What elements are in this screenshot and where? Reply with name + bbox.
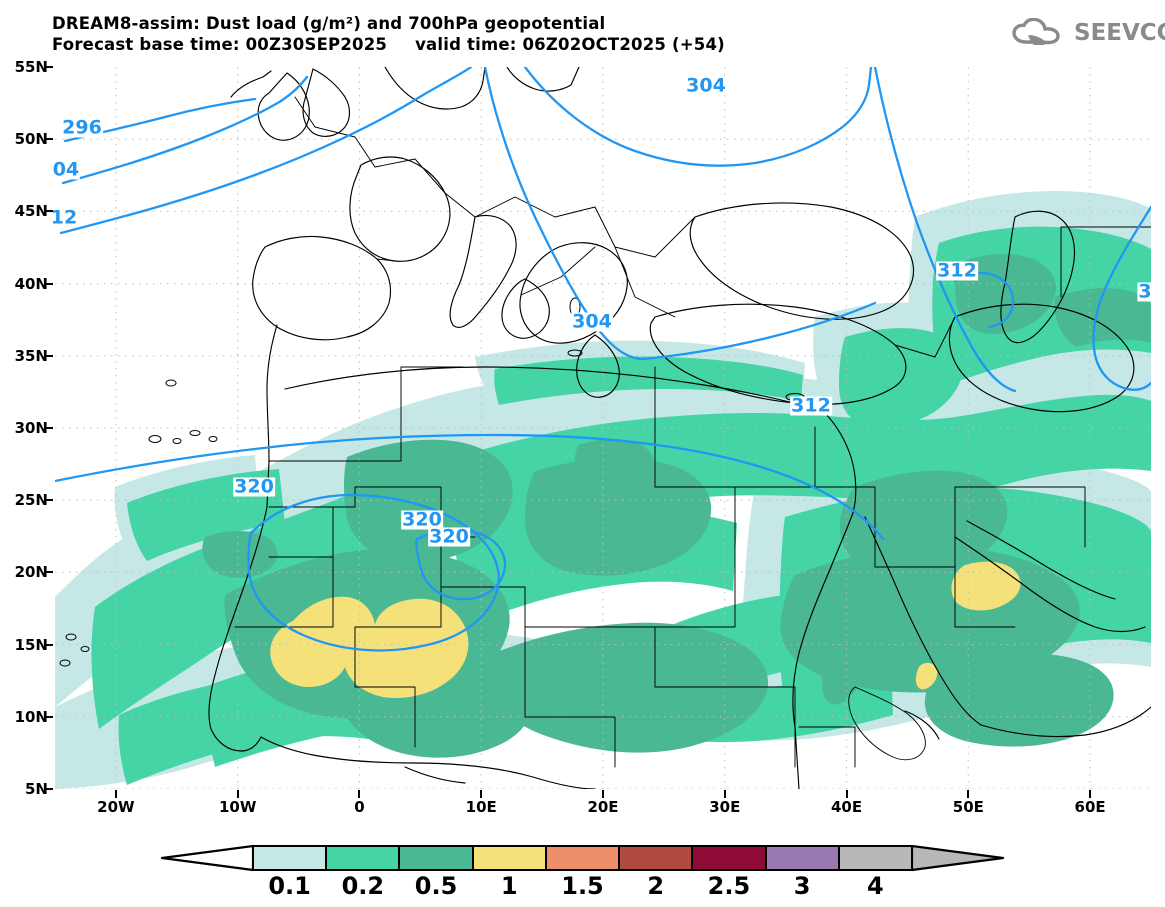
title-subline: Forecast base time: 00Z30SEP2025 valid ti…: [52, 34, 892, 55]
title-block: DREAM8-assim: Dust load (g/m²) and 700hP…: [52, 13, 892, 55]
colorbar[interactable]: [160, 845, 1005, 875]
y-axis-tick: [44, 354, 53, 357]
y-axis-tick: [44, 499, 53, 502]
x-axis-label: 60E: [1074, 798, 1106, 816]
x-axis-tick: [602, 790, 604, 798]
colorbar-segment[interactable]: [692, 845, 766, 871]
colorbar-segment[interactable]: [326, 845, 400, 871]
colorbar-segment[interactable]: [545, 845, 620, 871]
map-canvas[interactable]: 296 04 12 304 304 312 312 3 320 320 320: [49, 64, 1154, 792]
colorbar-segment[interactable]: [253, 845, 327, 871]
colorbar-segment[interactable]: [765, 845, 839, 871]
colorbar-segment[interactable]: [838, 845, 912, 871]
y-axis-label: 45N: [14, 202, 48, 221]
y-axis-tick: [44, 282, 53, 285]
valid-time: valid time: 06Z02OCT2025 (+54): [415, 35, 725, 54]
colorbar-segment[interactable]: [619, 845, 693, 871]
map-svg: [55, 67, 1151, 789]
x-axis-tick: [480, 790, 483, 798]
colorbar-tick-label: 0.5: [414, 872, 458, 900]
y-axis-tick: [44, 427, 53, 429]
y-axis-label: 40N: [14, 274, 48, 293]
colorbar-tick-label: 1.5: [561, 872, 604, 900]
contour-label: 12: [49, 206, 79, 229]
colorbar-tick-label: 2.5: [707, 872, 751, 900]
x-axis-tick: [723, 790, 726, 798]
x-axis-tick: [358, 790, 361, 798]
x-axis-tick: [236, 790, 239, 798]
y-axis-tick: [44, 788, 53, 790]
colorbar-tick-label: 2: [647, 872, 665, 900]
contour-label: 304: [685, 74, 727, 97]
y-axis-label: 15N: [14, 635, 48, 654]
y-axis-label: 30N: [14, 419, 48, 437]
x-axis-label: 20E: [587, 798, 619, 816]
colorbar-tick-label: 3: [793, 872, 811, 900]
x-axis-tick: [1089, 790, 1092, 798]
contour-label: 320: [428, 525, 470, 548]
y-axis-label: 20N: [14, 563, 48, 582]
y-axis-label: 50N: [14, 130, 48, 149]
y-axis-label: 10N: [14, 707, 48, 726]
colorbar-over-arrow: [910, 845, 1005, 872]
y-axis-tick: [44, 66, 53, 68]
x-axis-label: 10E: [465, 798, 497, 816]
y-axis-tick: [44, 715, 53, 718]
y-axis-label: 25N: [14, 491, 48, 510]
contour-label: 312: [790, 394, 832, 417]
x-axis-tick: [114, 790, 117, 798]
x-axis-label: 50E: [952, 798, 984, 816]
contour-label: 312: [936, 259, 978, 282]
x-axis-label: 40E: [830, 798, 863, 816]
y-axis-tick: [44, 571, 53, 574]
contour-label: 320: [401, 508, 443, 531]
coastlines: [59, 67, 1151, 789]
colorbar-tick-label: 1: [500, 872, 518, 900]
y-axis-label: 35N: [14, 346, 48, 365]
x-axis-label: 20W: [97, 798, 135, 816]
y-axis-label: 55N: [14, 58, 48, 76]
contour-label: 304: [571, 310, 613, 333]
colorbar-segment[interactable]: [472, 845, 546, 871]
forecast-base-time: Forecast base time: 00Z30SEP2025: [52, 35, 388, 54]
contour-label: 320: [233, 475, 275, 498]
page-title: DREAM8-assim: Dust load (g/m²) and 700hP…: [52, 14, 606, 33]
cloud-icon: [1012, 18, 1060, 45]
contour-label: 3: [1137, 280, 1153, 303]
dust-shading-1.0: [270, 561, 1021, 699]
x-axis-label: 10W: [218, 798, 257, 816]
x-axis-tick: [845, 790, 848, 798]
y-axis-tick: [44, 643, 53, 646]
x-axis-label: 30E: [709, 798, 741, 816]
colorbar-tick-label: 0.1: [268, 872, 311, 900]
y-axis-tick: [44, 138, 53, 141]
y-axis-label: 5N: [25, 780, 48, 798]
seevccc-logo: SEEVCCC: [1012, 18, 1165, 48]
logo-text: SEEVCCC: [1074, 20, 1165, 46]
geopotential-contours: [55, 67, 1151, 652]
colorbar-tick-label: 4: [867, 872, 884, 900]
contour-label: 296: [61, 116, 103, 139]
y-axis-tick: [44, 210, 53, 213]
x-axis-label: 0: [354, 798, 365, 816]
colorbar-segment[interactable]: [399, 845, 473, 871]
x-axis-tick: [967, 790, 970, 798]
contour-label: 04: [51, 158, 81, 181]
colorbar-tick-label: 0.2: [341, 872, 385, 900]
map-gridlines: [55, 67, 1151, 789]
